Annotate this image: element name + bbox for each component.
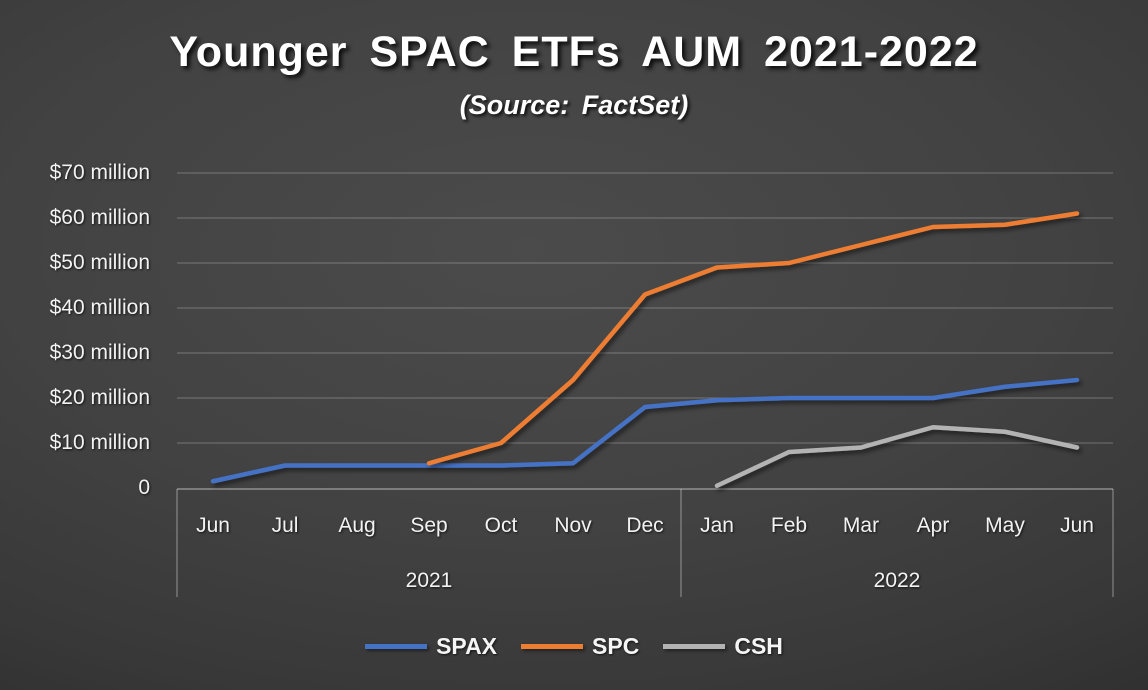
y-axis-tick-label: $60 million: [49, 206, 150, 229]
x-axis-month-label: Aug: [338, 514, 376, 537]
x-axis-year-label: 2022: [873, 569, 921, 592]
legend-item-spax: SPAX: [365, 633, 497, 660]
x-axis-month-label: Nov: [554, 514, 592, 537]
y-axis-tick-label: $70 million: [49, 161, 150, 184]
x-axis-month-label: Jan: [700, 514, 734, 537]
legend-item-csh: CSH: [663, 633, 783, 660]
y-axis-tick-label: $30 million: [49, 341, 150, 364]
x-axis-month-label: Jul: [271, 514, 299, 537]
chart-subtitle: (Source: FactSet): [459, 90, 689, 120]
legend-item-spc: SPC: [521, 633, 639, 660]
x-axis-month-label: May: [985, 514, 1025, 537]
series-line-spax: [210, 377, 1080, 484]
x-axis-month-label: Dec: [626, 514, 664, 537]
legend-label: CSH: [734, 633, 783, 659]
y-axis-tick-label: $50 million: [49, 251, 150, 274]
legend-label: SPAX: [436, 633, 498, 659]
legend-line-swatch: [521, 644, 584, 649]
y-axis-tick-label: $10 million: [49, 431, 150, 454]
y-axis-tick-label: $20 million: [49, 386, 150, 409]
x-axis-year-label: 2021: [405, 569, 453, 592]
legend-label: SPC: [592, 633, 640, 659]
chart-title: Younger SPAC ETFs AUM 2021-2022: [169, 28, 979, 76]
y-axis-tick-label: 0: [138, 476, 150, 499]
legend: SPAX SPC CSH: [0, 633, 1148, 660]
x-axis-month-label: Jun: [1060, 514, 1094, 537]
x-axis-month-label: Apr: [916, 514, 950, 537]
series-line-csh: [714, 425, 1080, 488]
x-axis-month-label: Mar: [842, 514, 880, 537]
y-axis-tick-label: $40 million: [49, 296, 150, 319]
legend-line-swatch: [663, 644, 726, 649]
x-axis-month-label: Oct: [484, 514, 518, 537]
x-axis-month-label: Sep: [410, 514, 448, 537]
x-axis-month-label: Jun: [196, 514, 230, 537]
series-line-spc: [426, 211, 1080, 466]
legend-line-swatch: [365, 644, 428, 649]
x-axis-month-label: Feb: [770, 514, 808, 537]
